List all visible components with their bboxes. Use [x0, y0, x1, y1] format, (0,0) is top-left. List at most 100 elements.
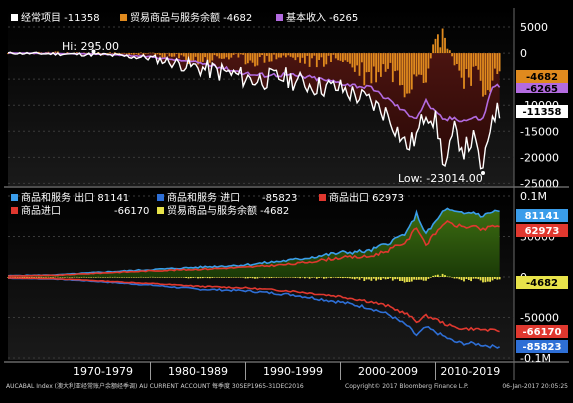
balance-bar [154, 277, 157, 278]
balance-bar [425, 277, 427, 281]
trade-balance-bar [256, 53, 259, 66]
trade-balance-bar [66, 52, 69, 54]
balance-bar [375, 277, 377, 281]
trade-balance-bar [425, 53, 427, 83]
trade-balance-bar [163, 53, 166, 59]
trade-balance-bar [496, 53, 499, 74]
trade-balance-bar [280, 53, 282, 58]
balance-bar [289, 277, 292, 278]
balance-bar [242, 277, 244, 278]
trade-balance-bar [216, 53, 218, 57]
balance-bar [26, 277, 28, 278]
balance-bar [144, 277, 147, 278]
balance-bar [130, 277, 133, 278]
trade-balance-bar [249, 53, 252, 61]
legend-imports: 商品和服务 进口 [167, 191, 240, 204]
legend-imports-value: -85823 [262, 193, 297, 204]
trade-balance-bar [282, 53, 285, 56]
trade-balance-bar [458, 53, 461, 71]
trade-balance-bar [448, 50, 451, 53]
balance-bar [437, 274, 439, 277]
trade-balance-bar [325, 53, 328, 65]
trade-balance-bar [377, 53, 380, 73]
balance-bar [54, 276, 57, 278]
trade-balance-bar [394, 53, 396, 72]
trade-balance-bar [213, 53, 216, 56]
trade-balance-bar [197, 53, 199, 65]
balance-bar [163, 277, 166, 278]
trade-balance-bar [410, 53, 413, 90]
balance-bar [128, 277, 130, 278]
tag-imports-text: -85823 [523, 342, 562, 353]
balance-bar [102, 277, 104, 278]
balance-bar [23, 276, 26, 278]
trade-balance-bar [418, 53, 420, 75]
balance-bar [294, 277, 297, 278]
trade-balance-bar [228, 53, 230, 60]
balance-bar [275, 277, 278, 278]
balance-bar [159, 277, 161, 278]
trade-balance-bar [304, 53, 306, 64]
balance-bar [230, 277, 233, 278]
tag-goods-exports [516, 224, 568, 237]
top-series [7, 28, 501, 176]
trade-balance-bar [109, 52, 111, 54]
balance-bar [337, 277, 339, 278]
trade-balance-bar [251, 53, 254, 63]
trade-balance-bar [434, 38, 437, 54]
legend-primary-income: 基本收入 -6265 [286, 11, 358, 24]
balance-bar [192, 277, 195, 278]
balance-bar [313, 277, 316, 278]
legend-swatch-imports [157, 194, 164, 201]
x-category-label: 2000-2009 [358, 365, 418, 378]
balance-bar [370, 277, 373, 281]
balance-bar [258, 277, 261, 278]
balance-bar [78, 277, 81, 278]
trade-balance-bar [199, 53, 202, 63]
legend-goods-imports: 商品进口 [21, 204, 61, 217]
trade-balance-bar [361, 53, 363, 63]
balance-bar [42, 277, 45, 278]
trade-balance-bar [439, 47, 442, 54]
trade-balance-bar [125, 53, 128, 54]
balance-bar [59, 277, 62, 278]
balance-bar [384, 277, 387, 280]
current-account-line [7, 51, 501, 170]
balance-bar [256, 277, 259, 279]
balance-bar [251, 277, 254, 279]
balance-bar [301, 277, 304, 278]
balance-bar [147, 277, 149, 278]
tag-current-account-text: -11358 [523, 107, 562, 118]
balance-bar [351, 277, 354, 279]
trade-balance-bar [477, 53, 480, 70]
balance-bar [463, 277, 465, 282]
goods-imports-line [7, 277, 500, 333]
trade-balance-bar [337, 53, 339, 61]
balance-bar [123, 277, 126, 278]
legend-current-account: 经常项目 -11358 [21, 11, 100, 24]
trade-balance-bar [277, 53, 280, 58]
balance-bar [156, 277, 159, 278]
trade-balance-bar [116, 53, 119, 54]
trade-balance-bar [154, 53, 157, 56]
balance-bar [180, 277, 183, 278]
balance-bar [73, 276, 76, 278]
hi-marker [91, 49, 96, 54]
balance-bar [394, 277, 396, 280]
trade-balance-bar [401, 53, 404, 85]
balance-bar [204, 277, 206, 278]
balance-bar [76, 276, 78, 278]
trade-balance-bar [349, 53, 351, 64]
trade-balance-bar [475, 53, 477, 66]
balance-bar [349, 277, 351, 279]
legend-exports: 商品和服务 出口 81141 [21, 191, 129, 204]
trade-balance-bar [128, 53, 130, 56]
balance-bar [133, 277, 135, 278]
x-category-label: 1980-1989 [168, 365, 228, 378]
trade-balance-bar [192, 53, 195, 61]
balance-bar [135, 277, 138, 278]
balance-bar [49, 277, 52, 278]
top-y-tick-label: 0 [520, 47, 527, 60]
balance-bar [420, 277, 423, 280]
